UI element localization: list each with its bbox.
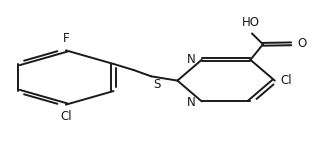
- Text: N: N: [187, 96, 196, 109]
- Text: Cl: Cl: [280, 74, 292, 87]
- Text: O: O: [297, 37, 307, 50]
- Text: Cl: Cl: [60, 110, 72, 123]
- Text: N: N: [187, 53, 196, 66]
- Text: HO: HO: [241, 16, 259, 29]
- Text: S: S: [154, 78, 161, 91]
- Text: F: F: [62, 32, 69, 45]
